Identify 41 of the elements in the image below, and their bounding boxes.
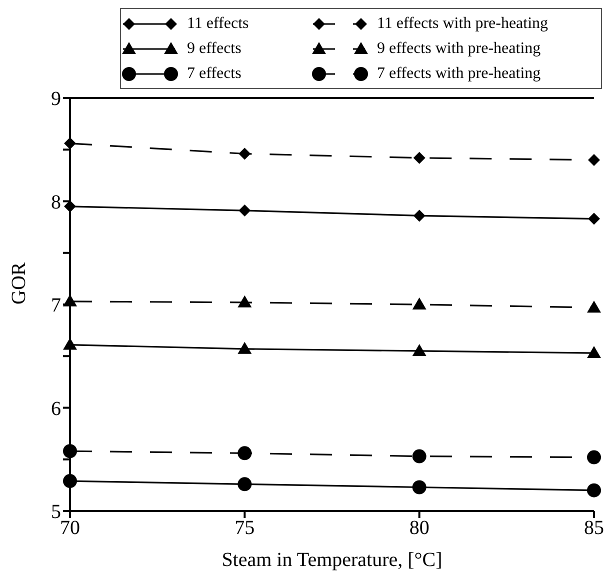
x-axis-title: Steam in Temperature, [°C] <box>222 549 442 571</box>
y-tick-label: 9 <box>51 88 61 110</box>
y-tick-label: 8 <box>51 191 61 214</box>
point <box>587 450 601 464</box>
y-axis-title: GOR <box>8 262 30 304</box>
legend-label: 11 effects with pre-heating <box>377 14 548 32</box>
point <box>63 444 77 458</box>
legend-label: 9 effects with pre-heating <box>377 40 541 58</box>
point <box>63 338 77 350</box>
point <box>238 446 252 460</box>
point <box>413 210 426 222</box>
point <box>63 294 77 306</box>
point <box>64 137 76 150</box>
point <box>238 342 252 354</box>
point <box>412 480 426 494</box>
x-tick-label: 75 <box>234 517 255 540</box>
y-tick-label: 7 <box>51 294 61 317</box>
point <box>63 474 77 488</box>
point <box>238 295 252 308</box>
legend-label: 9 effects <box>187 40 242 58</box>
point <box>412 344 426 356</box>
point <box>413 152 426 164</box>
x-tick-label: 80 <box>409 517 430 540</box>
point <box>587 483 601 498</box>
point <box>588 212 600 225</box>
point <box>587 300 601 313</box>
legend-label: 7 effects with pre-heating <box>377 64 541 82</box>
point <box>238 204 251 217</box>
legend-label: 7 effects <box>187 64 242 82</box>
x-tick-label: 70 <box>60 517 80 540</box>
point <box>412 449 426 464</box>
x-tick-label: 85 <box>584 517 604 540</box>
point <box>587 346 601 358</box>
point <box>238 148 251 160</box>
point <box>238 477 252 492</box>
y-tick-label: 6 <box>51 398 61 420</box>
point <box>64 200 76 212</box>
point <box>412 298 426 310</box>
legend-label: 11 effects <box>187 14 249 32</box>
y-tick-label: 5 <box>51 501 61 524</box>
point <box>588 154 600 166</box>
